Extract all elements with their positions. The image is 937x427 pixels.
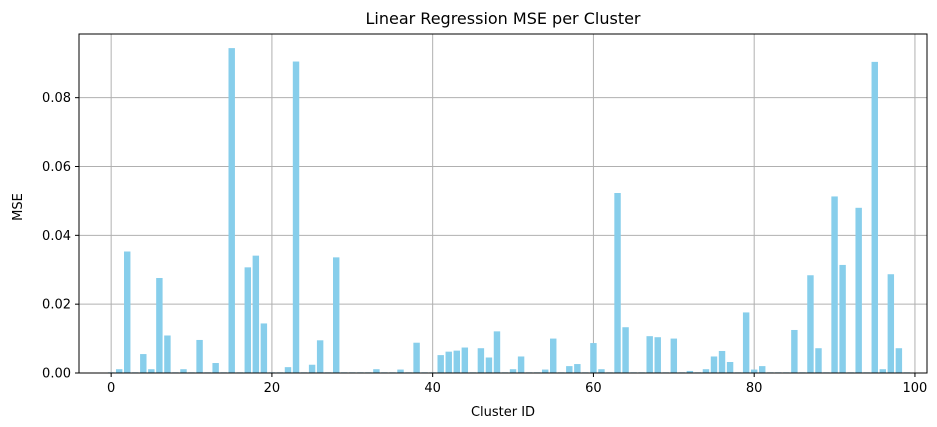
bar	[212, 363, 219, 373]
bar	[839, 264, 846, 373]
bar	[855, 207, 862, 373]
bar	[461, 347, 469, 373]
bar	[252, 255, 260, 373]
x-tick-label: 100	[903, 381, 928, 396]
x-tick-label: 20	[264, 381, 281, 396]
bar	[759, 366, 766, 373]
bar	[574, 364, 581, 373]
bar	[895, 348, 903, 373]
bar	[485, 357, 493, 373]
bar	[196, 339, 203, 373]
bar	[670, 338, 678, 373]
bar	[284, 367, 292, 373]
bar	[509, 369, 517, 373]
bar	[598, 369, 605, 373]
bar	[332, 257, 340, 373]
y-tick-label: 0.06	[42, 160, 71, 175]
bar	[115, 369, 123, 373]
bar	[718, 350, 726, 373]
bar	[413, 342, 420, 373]
y-tick-label: 0.04	[42, 229, 71, 244]
bar	[228, 48, 235, 374]
bar	[124, 251, 131, 373]
bar	[477, 348, 485, 373]
bar	[316, 340, 324, 373]
bar	[614, 193, 621, 373]
bar	[244, 267, 252, 373]
bar	[590, 343, 597, 373]
bar	[437, 355, 444, 373]
bar	[646, 336, 653, 373]
bar	[140, 354, 147, 373]
bar	[292, 61, 300, 374]
y-tick-label: 0.00	[42, 367, 71, 382]
bar	[445, 351, 452, 373]
bar	[654, 337, 661, 373]
bar	[791, 329, 798, 373]
bar	[622, 327, 629, 373]
bar	[887, 274, 895, 373]
bar	[550, 338, 557, 373]
y-axis-ticks: 0.00 0.02 0.04 0.06 0.08	[42, 91, 79, 382]
bar	[710, 356, 718, 373]
y-tick-label: 0.02	[42, 298, 71, 313]
bar	[831, 196, 838, 373]
bar	[879, 369, 887, 373]
chart-title: Linear Regression MSE per Cluster	[365, 9, 640, 28]
bars	[107, 48, 911, 374]
bar	[164, 335, 171, 373]
bar	[541, 369, 549, 373]
bar	[180, 369, 187, 373]
bar	[807, 275, 814, 373]
x-tick-label: 40	[424, 381, 441, 396]
bar	[260, 323, 268, 373]
x-tick-label: 0	[107, 381, 115, 396]
plot-frame	[78, 33, 928, 374]
bar	[686, 370, 694, 373]
bar	[871, 61, 878, 373]
x-axis-label: Cluster ID	[471, 405, 535, 420]
x-axis-ticks: 0 20 40 60 80 100	[107, 373, 927, 396]
bar	[517, 356, 525, 373]
bar	[750, 369, 758, 373]
y-tick-label: 0.08	[42, 91, 71, 106]
x-tick-label: 80	[746, 381, 763, 396]
bar	[742, 312, 750, 373]
bar	[702, 369, 710, 373]
x-tick-label: 60	[585, 381, 602, 396]
bar	[308, 364, 316, 373]
bar	[148, 369, 155, 373]
bar	[566, 366, 573, 373]
bar	[726, 361, 734, 373]
bar	[397, 369, 404, 373]
bar	[373, 369, 380, 373]
bar	[815, 348, 822, 373]
bar	[156, 278, 163, 373]
grid-lines	[79, 34, 927, 374]
bar	[493, 331, 501, 373]
y-axis-label: MSE	[11, 193, 26, 221]
bar	[453, 350, 460, 373]
